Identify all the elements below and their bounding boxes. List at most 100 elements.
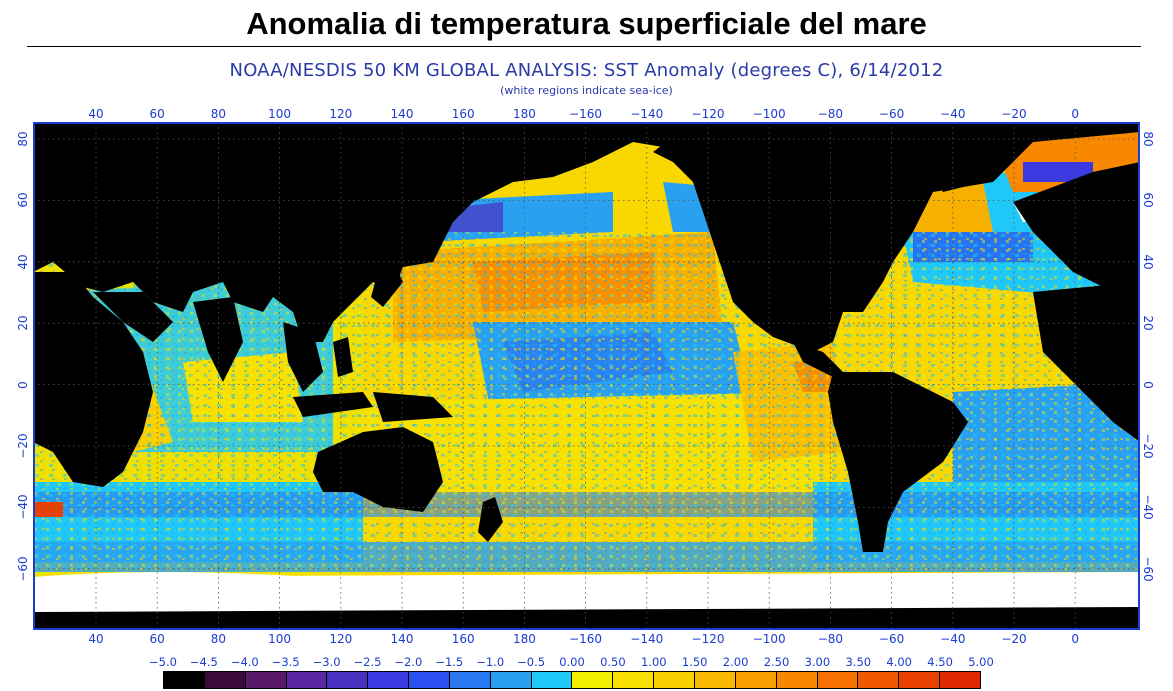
colorbar-label: 0.50 [600,655,626,669]
colorbar-swatch [409,672,450,688]
longitude-tick-top-2: 80 [210,107,227,121]
longitude-tick-bottom-12: −80 [817,632,844,646]
colorbar-swatch [858,672,900,688]
longitude-tick-bottom-13: −60 [878,632,905,646]
longitude-tick-bottom-4: 120 [329,632,353,646]
longitude-tick-top-0: 40 [88,107,104,121]
latitude-tick-left-7: −60 [16,556,30,582]
colorbar-label: −5.0 [149,655,177,669]
colorbar-label: −4.0 [230,655,259,669]
colorbar-label: −3.5 [271,655,300,669]
colorbar-swatch [694,672,736,688]
colorbar-swatch [245,672,287,688]
longitude-tick-top-5: 140 [390,107,414,121]
sst-anomaly-map-svg [33,122,1140,630]
colorbar-swatch [164,672,205,688]
colorbar-label: 3.00 [804,655,831,669]
colorbar-label: 0.00 [559,655,585,669]
longitude-tick-bottom-0: 40 [88,632,104,646]
colorbar-swatch [286,672,328,688]
sst-anomaly-map [33,122,1140,630]
latitude-tick-left-0: 80 [16,131,30,147]
longitude-tick-bottom-1: 60 [149,632,165,646]
colorbar-label: 5.00 [968,655,994,669]
map-title: NOAA/NESDIS 50 KM GLOBAL ANALYSIS: SST A… [229,60,944,81]
latitude-tick-right-5: −20 [1141,433,1155,459]
colorbar-label: −1.5 [435,655,464,669]
longitude-tick-bottom-6: 160 [451,632,475,646]
latitude-tick-right-1: 60 [1141,192,1155,209]
map-subtitle: (white regions indicate sea-ice) [500,84,673,97]
page-title: Anomalia di temperatura superficiale del… [246,6,927,41]
colorbar-swatch [531,672,573,688]
longitude-tick-top-15: −20 [1001,107,1027,121]
longitude-tick-bottom-8: −160 [569,632,603,646]
latitude-tick-right-6: −40 [1141,494,1155,521]
latitude-tick-left-1: 60 [16,192,30,209]
longitude-tick-bottom-10: −120 [691,632,725,646]
latitude-tick-right-4: 0 [1141,380,1155,389]
colorbar-label: −2.5 [353,655,382,669]
longitude-tick-bottom-15: −20 [1001,632,1027,646]
colorbar-label: −1.0 [476,655,505,669]
colorbar-label: −4.5 [189,655,218,669]
colorbar-label: 4.00 [886,655,912,669]
colorbar-label: −2.0 [394,655,423,669]
colorbar-swatch [204,672,246,688]
longitude-tick-bottom-11: −100 [752,632,786,646]
colorbar-swatch [368,672,410,688]
title-divider [27,46,1141,47]
colorbar-label: 4.50 [927,655,953,669]
latitude-tick-right-7: −60 [1141,556,1155,582]
longitude-tick-bottom-2: 80 [210,632,227,646]
longitude-tick-bottom-16: 0 [1071,632,1080,646]
colorbar-label: 1.00 [640,655,667,669]
colorbar-swatch [735,672,777,688]
colorbar-swatch [940,672,980,688]
latitude-tick-left-6: −40 [16,494,30,521]
longitude-tick-top-14: −40 [940,107,966,121]
colorbar-swatch [776,672,818,688]
longitude-tick-top-11: −100 [752,107,786,121]
latitude-tick-left-2: 40 [16,254,30,270]
longitude-tick-bottom-5: 140 [390,632,414,646]
colorbar-label: −3.0 [312,655,341,669]
colorbar-swatch [613,672,655,688]
colorbar-label: 2.00 [722,655,749,669]
longitude-tick-bottom-7: 180 [512,632,536,646]
colorbar-label: 1.50 [681,655,708,669]
colorbar-swatch [327,672,369,688]
longitude-tick-top-4: 120 [329,107,353,121]
latitude-tick-right-3: 20 [1141,315,1155,331]
colorbar-label: −0.5 [517,655,546,669]
longitude-tick-top-16: 0 [1071,107,1080,121]
colorbar [163,671,981,689]
longitude-tick-top-1: 60 [149,107,165,121]
longitude-tick-top-3: 100 [268,107,292,121]
colorbar-swatch [817,672,859,688]
latitude-tick-right-0: 80 [1141,131,1155,147]
colorbar-label: 2.50 [763,655,790,669]
colorbar-swatch [490,672,532,688]
longitude-tick-top-8: −160 [569,107,603,121]
colorbar-swatch [899,672,941,688]
map-border [33,122,1140,630]
anomaly-fields [33,132,1140,602]
longitude-tick-bottom-9: −140 [630,632,664,646]
colorbar-swatch [654,672,695,688]
latitude-tick-left-5: −20 [16,433,30,459]
longitude-tick-bottom-3: 100 [268,632,292,646]
land-masses [33,122,1140,630]
colorbar-labels: −5.0 −4.5 −4.0 −3.5 −3.0 −2.5 −2.0 −1.5 −1.0 −0.5… [0,655,1173,669]
longitude-tick-top-12: −80 [817,107,844,121]
longitude-tick-top-13: −60 [878,107,905,121]
latitude-tick-left-4: 0 [16,380,30,389]
latitude-tick-left-3: 20 [16,315,30,331]
colorbar-swatch [449,672,491,688]
longitude-tick-top-9: −140 [630,107,664,121]
colorbar-swatch [572,672,614,688]
longitude-tick-top-7: 180 [512,107,536,121]
longitude-tick-top-6: 160 [451,107,475,121]
colorbar-label: 3.50 [845,655,872,669]
longitude-tick-top-10: −120 [691,107,725,121]
